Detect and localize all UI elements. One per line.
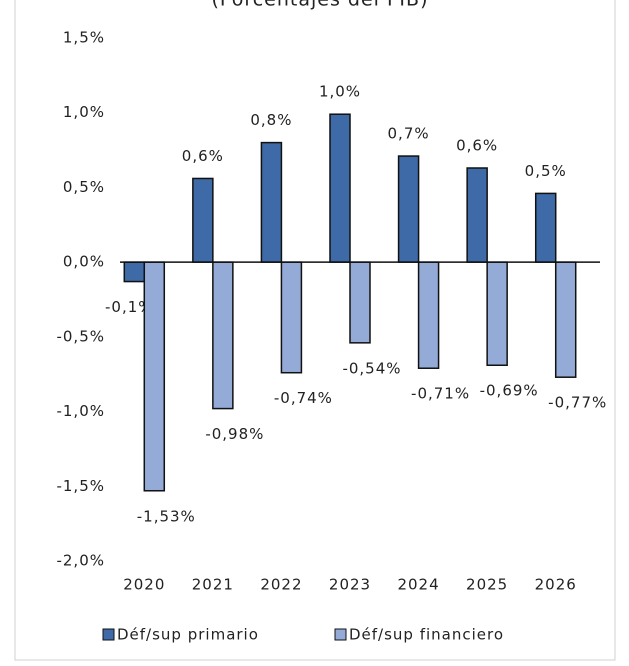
- y-tick-label: -0,5%: [56, 327, 105, 345]
- x-tick-label: 2024: [397, 576, 439, 594]
- bar: [554, 261, 577, 378]
- data-label: -0,54%: [342, 359, 401, 377]
- y-tick-label: 0,5%: [63, 178, 105, 196]
- data-label: 0,6%: [182, 147, 224, 165]
- x-tick-label: 2026: [535, 576, 577, 594]
- legend-swatch: [334, 628, 347, 641]
- x-tick-label: 2020: [123, 576, 165, 594]
- y-tick-label: 1,5%: [63, 29, 105, 47]
- y-tick-label: 1,0%: [63, 103, 105, 121]
- data-label: 0,6%: [456, 137, 498, 155]
- data-label: -0,71%: [411, 385, 470, 403]
- bar: [329, 113, 351, 263]
- data-label: 0,8%: [250, 111, 292, 129]
- bar: [192, 177, 214, 263]
- x-tick-label: 2021: [192, 576, 234, 594]
- bar: [534, 192, 557, 263]
- bar: [397, 155, 420, 263]
- y-tick-label: 0,0%: [63, 253, 105, 271]
- legend-label: Déf/sup financiero: [349, 626, 504, 644]
- y-tick-label: -2,0%: [56, 552, 105, 570]
- x-tick-label: 2023: [329, 576, 371, 594]
- chart-subtitle: (Porcentajes del PIB): [212, 0, 429, 11]
- bar: [349, 261, 371, 344]
- bar: [466, 167, 488, 263]
- chart-frame: [14, 0, 616, 661]
- data-label: -0,69%: [480, 382, 539, 400]
- bar: [123, 261, 146, 283]
- y-tick-label: -1,5%: [56, 477, 105, 495]
- bar: [280, 261, 303, 374]
- data-label: 1,0%: [319, 83, 361, 101]
- bar: [212, 261, 234, 410]
- bar: [260, 141, 283, 263]
- bar: [417, 261, 440, 369]
- x-tick-label: 2025: [466, 576, 508, 594]
- data-label: 0,5%: [525, 162, 567, 180]
- bar: [486, 261, 508, 366]
- data-label: -1,53%: [137, 507, 196, 525]
- bar: [143, 261, 166, 492]
- data-label: -0,98%: [205, 425, 264, 443]
- data-label: -0,1%: [105, 298, 154, 316]
- data-label: -0,77%: [548, 394, 607, 412]
- legend-swatch: [102, 628, 115, 641]
- y-tick-label: -1,0%: [56, 402, 105, 420]
- legend-label: Déf/sup primario: [117, 626, 259, 644]
- x-tick-label: 2022: [260, 576, 302, 594]
- data-label: 0,7%: [388, 125, 430, 143]
- data-label: -0,74%: [274, 389, 333, 407]
